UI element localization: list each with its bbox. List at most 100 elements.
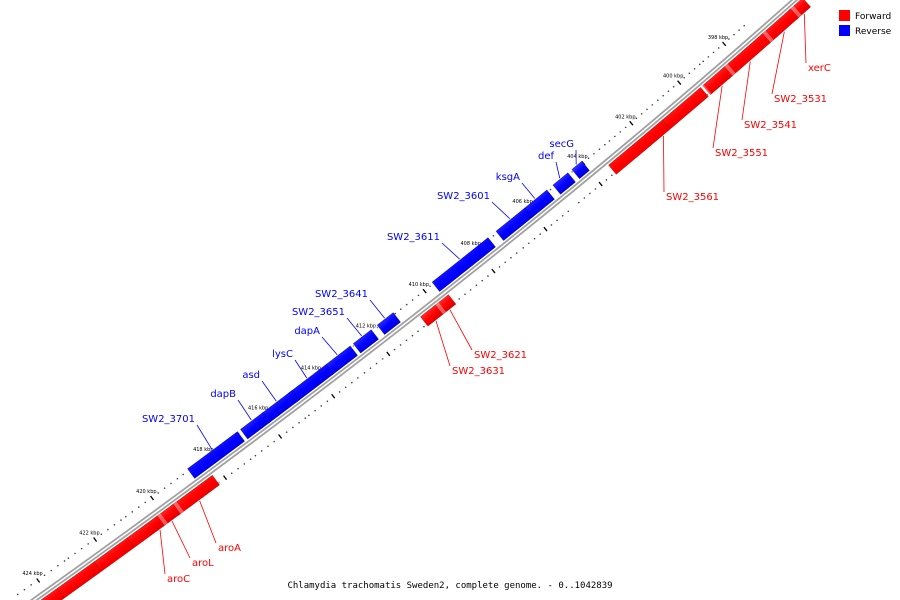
minor-tick [556,219,558,222]
minor-tick [738,29,740,31]
minor-tick [357,377,359,379]
tick-label: 420 kbp [136,489,156,495]
gene-label: SW2_3651 [292,307,345,318]
gene-label: asd [242,370,260,381]
forward-gene-feature [662,84,712,130]
gene-label: SW2_3531 [774,94,827,105]
minor-tick [533,237,536,240]
gene-leader-line [712,85,723,149]
forward-strand-features: xerC SW2_3531 SW2_3541 SW2_3551 SW2_3561 SW2_… [40,0,831,600]
minor-tick [405,339,408,342]
gene-leader-line [435,320,451,367]
minor-tick [218,481,220,484]
minor-tick [243,463,246,465]
minor-tick [369,367,372,369]
minor-tick [107,528,109,531]
major-tick [491,268,496,274]
minor-tick [350,381,353,384]
tick-label: 416 kbp [248,406,268,412]
minor-tick [43,574,46,577]
tick-label: 406 kbp [512,199,532,205]
gene-label: SW2_3551 [715,148,768,159]
gene-label: dapA [294,326,320,337]
minor-tick [344,386,347,389]
minor-tick [539,233,541,235]
minor-tick [504,261,507,264]
minor-tick [640,113,643,115]
forward-gene-feature [435,292,460,315]
minor-tick [50,569,53,572]
forward-gene-feature [155,501,184,528]
minor-tick [683,76,685,79]
minor-tick [267,445,269,448]
minor-tick [304,417,307,419]
minor-tick [176,477,179,480]
tick-label: 424 kbp [22,571,42,577]
minor-tick [733,33,735,36]
gene-label: lysC [272,349,293,360]
major-tick [629,120,634,126]
gene-leader-line [771,31,785,95]
reverse-gene-feature [184,431,245,481]
minor-tick [417,294,420,297]
major-tick [278,434,283,439]
minor-tick [338,391,341,393]
minor-tick [619,131,622,133]
minor-tick [657,99,659,101]
gene-leader-line [237,399,252,421]
minor-tick [182,473,184,476]
minor-tick [411,299,414,301]
minor-tick [561,215,564,217]
minor-tick [137,506,140,508]
minor-tick [230,472,233,475]
minor-tick [498,266,501,268]
minor-tick [16,593,19,596]
minor-tick [578,201,580,204]
minor-tick [464,293,466,296]
minor-tick [170,482,172,485]
minor-tick [743,24,745,27]
minor-tick [30,584,32,586]
tick-label: 404 kbp [567,154,587,160]
figure-caption: Chlamydia trachomatis Sweden2, complete … [287,581,612,591]
reverse-gene-feature [237,411,271,442]
minor-tick [157,492,159,494]
minor-tick [605,179,608,181]
forward-gene-feature [760,6,802,45]
minor-tick [515,252,518,254]
minor-tick [326,400,329,403]
minor-tick [292,426,294,429]
minor-tick [567,210,570,213]
minor-tick [254,454,257,457]
major-tick [422,288,427,294]
minor-tick [314,409,316,412]
tick-label: 402 kbp [615,114,635,120]
reverse-gene-feature [374,312,401,338]
minor-tick [23,588,26,591]
legend-forward-label: Forward [855,12,891,22]
gene-leader-line [491,201,511,220]
minor-tick [487,275,489,277]
minor-tick [363,372,366,374]
reverse-gene-feature [568,160,590,182]
minor-tick [608,140,611,142]
minor-tick [587,157,590,160]
minor-tick [273,440,275,443]
tick-label: 408 kbp [461,241,481,247]
minor-tick [120,519,122,521]
major-tick [386,351,391,357]
minor-tick [688,72,691,75]
minor-tick [693,68,696,70]
gene-label: SW2_3601 [437,191,490,202]
minor-tick [667,90,670,93]
tick-label: 398 kbp [708,35,728,41]
minor-tick [702,60,705,63]
genome-backbone [29,0,799,600]
legend-reverse-label: Reverse [855,27,892,37]
major-tick [598,181,603,187]
gene-label: aroC [167,574,190,585]
gene-label: aroL [192,558,214,569]
minor-tick [144,501,147,504]
minor-tick [672,85,675,88]
